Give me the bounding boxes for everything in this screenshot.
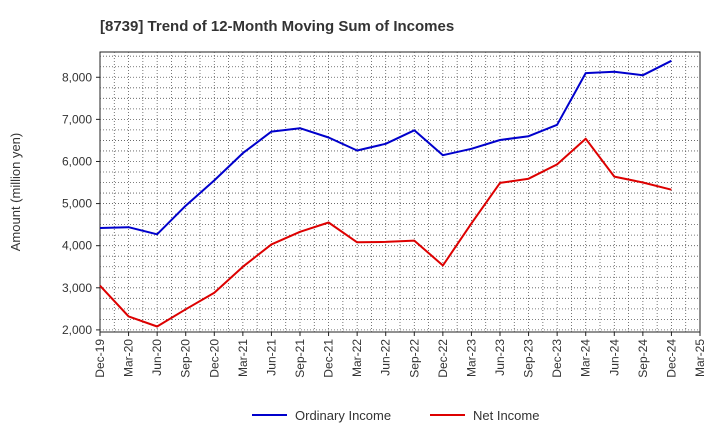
x-tick-label: Mar-24 [579,339,593,377]
y-tick-label: 8,000 [62,70,92,84]
y-tick-label: 6,000 [62,154,92,168]
series-line-ordinary-income [99,59,672,236]
x-tick-label: Mar-25 [693,339,707,377]
x-tick-label: Mar-23 [464,339,478,377]
y-tick-label: 7,000 [62,112,92,126]
x-tick-label: Sep-21 [293,339,307,378]
legend-label: Net Income [473,408,539,423]
y-tick-label: 3,000 [62,281,92,295]
x-tick-label: Mar-21 [236,339,250,377]
legend-label: Ordinary Income [295,408,391,423]
series-group [99,59,672,328]
x-tick-label: Dec-20 [207,339,221,378]
chart-title: [8739] Trend of 12-Month Moving Sum of I… [100,18,454,35]
x-tick-label: Sep-20 [179,339,193,378]
y-tick-label: 4,000 [62,239,92,253]
gridlines [100,52,700,332]
x-tick-label: Sep-23 [522,339,536,378]
x-tick-label: Jun-24 [607,339,621,376]
y-tick-label: 5,000 [62,197,92,211]
x-tick-label: Sep-24 [636,339,650,378]
x-tick-label: Dec-21 [322,339,336,378]
y-axis: 2,000 3,000 4,000 5,000 6,000 7,000 8,000 [62,70,100,337]
legend: Ordinary Income Net Income [252,408,539,423]
x-tick-label: Dec-22 [436,339,450,378]
x-tick-label: Jun-21 [264,339,278,376]
x-tick-label: Sep-22 [407,339,421,378]
x-tick-label: Dec-23 [550,339,564,378]
x-tick-label: Jun-23 [493,339,507,376]
y-axis-label: Amount (million yen) [8,133,23,252]
series-line-net-income [99,137,672,328]
x-axis: Dec-19 Mar-20 Jun-20 Sep-20 Dec-20 Mar-21 Jun-… [93,332,707,378]
y-tick-label: 2,000 [62,323,92,337]
x-tick-label: Dec-19 [93,339,107,378]
x-tick-label: Mar-20 [122,339,136,377]
x-tick-label: Jun-22 [379,339,393,376]
x-tick-label: Dec-24 [664,339,678,378]
x-tick-label: Jun-20 [150,339,164,376]
x-tick-label: Mar-22 [350,339,364,377]
